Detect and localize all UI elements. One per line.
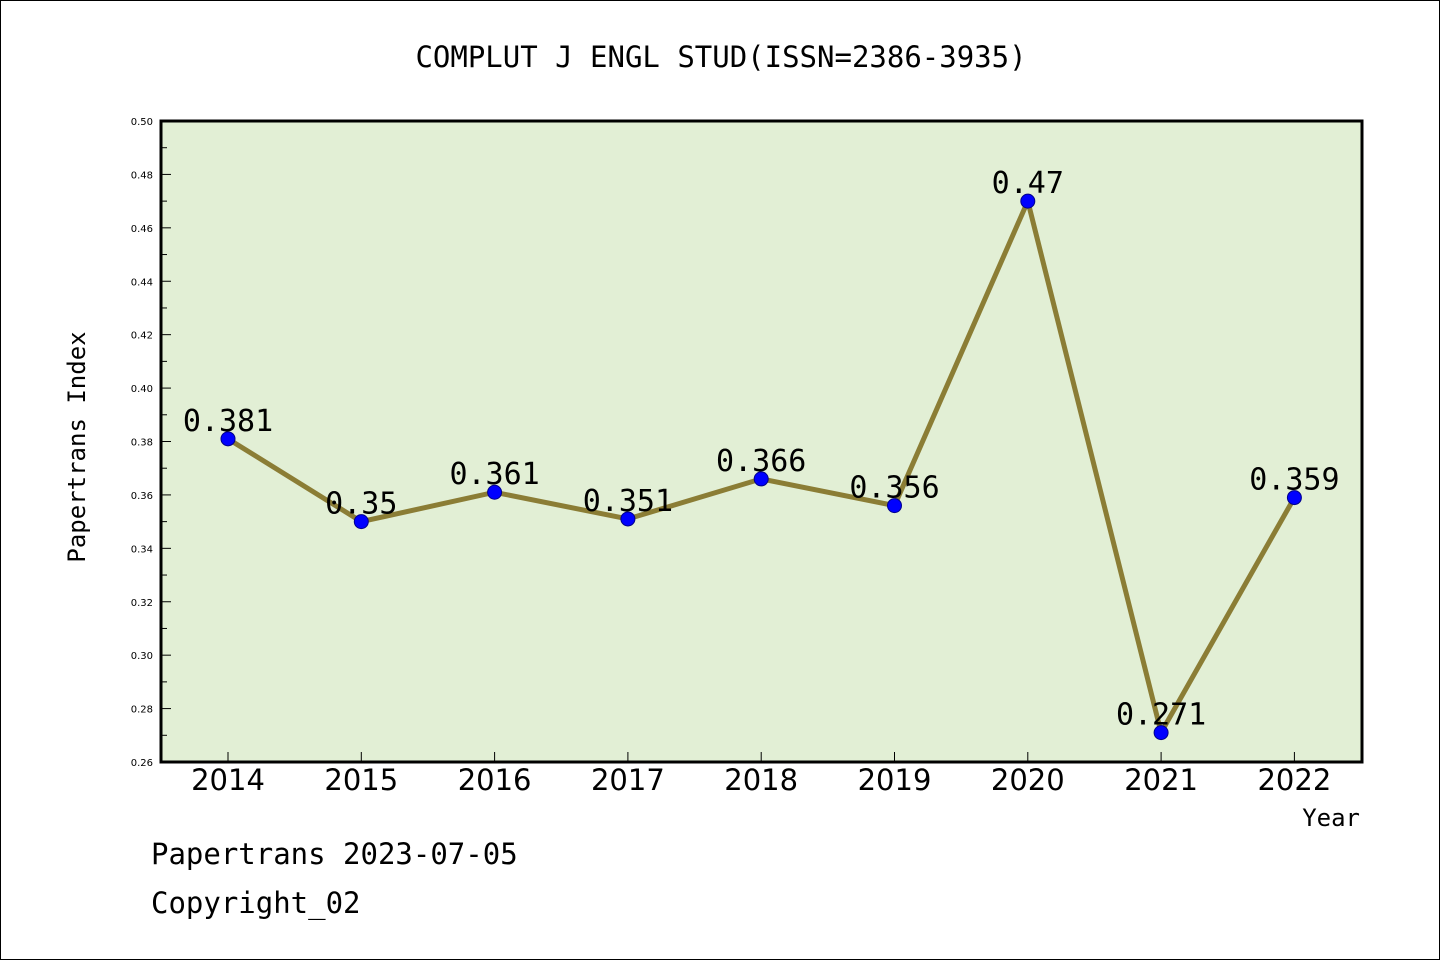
- y-tick-label: 0.40: [131, 384, 153, 395]
- y-tick-label: 0.26: [131, 758, 153, 769]
- x-tick-label: 2014: [191, 763, 265, 797]
- x-tick-label: 2019: [858, 763, 932, 797]
- data-point: [753, 471, 769, 487]
- data-point: [353, 514, 369, 530]
- data-label: 0.356: [849, 471, 939, 506]
- y-tick-label: 0.30: [131, 651, 153, 662]
- plot-area: [161, 121, 1362, 762]
- x-tick-label: 2020: [991, 763, 1065, 797]
- data-points: [220, 193, 1302, 741]
- x-tick-label: 2015: [324, 763, 398, 797]
- data-point: [1286, 490, 1302, 506]
- y-tick-label: 0.44: [131, 277, 153, 288]
- x-tick-label: 2022: [1257, 763, 1331, 797]
- y-tick-label: 0.42: [131, 331, 153, 342]
- data-point: [1153, 725, 1169, 741]
- x-tick-label: 2016: [458, 763, 532, 797]
- y-tick-label: 0.34: [131, 544, 153, 555]
- data-point: [887, 498, 902, 514]
- data-label: 0.361: [449, 457, 539, 492]
- footer-date-text: Papertrans 2023-07-05: [151, 837, 518, 871]
- plot-border: [159, 119, 1364, 764]
- data-label: 0.359: [1249, 463, 1339, 498]
- x-axis-label: Year: [1302, 804, 1360, 832]
- data-label: 0.366: [716, 444, 806, 479]
- data-point: [220, 431, 236, 447]
- data-point: [487, 484, 503, 500]
- footer-copyright-text: Copyright_02: [151, 886, 361, 920]
- data-point: [620, 511, 636, 527]
- x-tick-label: 2018: [724, 763, 798, 797]
- x-tick-label: 2017: [591, 763, 665, 797]
- y-tick-label: 0.48: [131, 170, 153, 181]
- data-label: 0.47: [992, 166, 1064, 201]
- y-tick-label: 0.32: [131, 598, 153, 609]
- y-tick-label: 0.28: [131, 705, 153, 716]
- data-label: 0.351: [583, 484, 673, 519]
- x-tick-label: 2021: [1124, 763, 1198, 797]
- y-axis-label: Papertrans Index: [63, 331, 91, 562]
- y-tick-label: 0.46: [131, 224, 153, 235]
- y-tick-label: 0.36: [131, 491, 153, 502]
- data-label: 0.35: [325, 487, 397, 522]
- data-label: 0.271: [1116, 698, 1206, 733]
- chart-title: COMPLUT J ENGL STUD(ISSN=2386-3935): [415, 40, 1026, 74]
- data-point: [1020, 193, 1036, 209]
- x-axis: 2014 2015 2016 2017 2018 2019 2020 2021 2022: [191, 752, 1331, 797]
- y-tick-label: 0.50: [131, 117, 153, 128]
- data-label: 0.381: [183, 404, 273, 439]
- y-tick-label: 0.38: [131, 438, 153, 449]
- data-labels: 0.381 0.35 0.361 0.351 0.366 0.356 0.47 0.271 0.…: [183, 166, 1340, 732]
- y-axis: 0.26 0.28 0.30 0.32 0.34 0.36 0.38 0.40 0.42 0.44…: [131, 117, 171, 769]
